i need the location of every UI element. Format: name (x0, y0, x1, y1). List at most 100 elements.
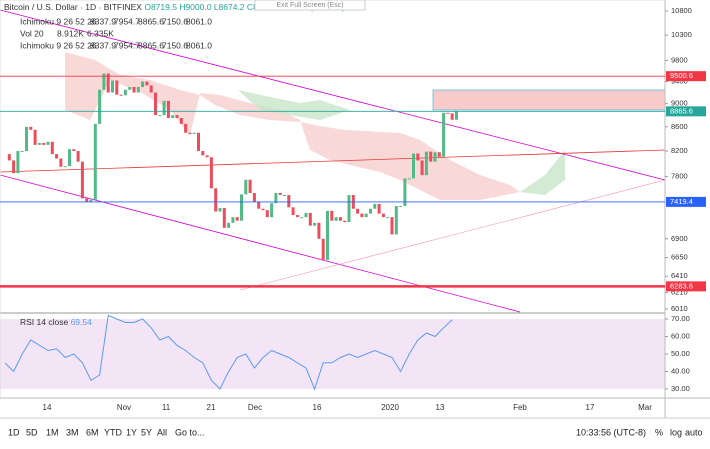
price-badge (666, 106, 706, 117)
option-button[interactable]: auto (685, 427, 703, 437)
candle (154, 92, 157, 116)
price-tick-label: 10300 (671, 30, 692, 39)
candle (304, 212, 308, 218)
indicator-value: 8061.0 (186, 40, 212, 50)
range-button[interactable]: YTD (104, 427, 123, 437)
option-button[interactable]: % (655, 427, 663, 437)
candle (265, 210, 269, 218)
candle (446, 112, 450, 114)
candle (321, 238, 325, 260)
price-badge-label: 6283.6 (670, 281, 693, 290)
tooltip (254, 0, 366, 11)
candle (369, 208, 372, 214)
candle (12, 160, 16, 174)
candle (240, 194, 243, 221)
indicator-value: 8337.9 (90, 40, 116, 50)
indicator-value: 8337.9 (90, 16, 116, 26)
candle (106, 73, 110, 93)
candle (227, 222, 231, 228)
candle (338, 217, 342, 221)
candle (166, 100, 170, 119)
candle (420, 160, 424, 176)
trendline (0, 174, 521, 313)
candle (278, 193, 282, 196)
candle (16, 151, 20, 174)
candle (128, 87, 132, 90)
candle (360, 213, 364, 218)
candle (123, 89, 127, 96)
candle (291, 207, 295, 216)
time-label: 14 (43, 403, 52, 412)
candle (162, 100, 166, 116)
candle (356, 208, 360, 214)
candle (347, 195, 351, 223)
candle (192, 132, 196, 134)
candle (399, 205, 403, 207)
candle (455, 111, 458, 120)
time-label: 13 (436, 403, 445, 412)
price-tick-label: 9000 (671, 99, 688, 108)
cloud-bullish (238, 90, 350, 120)
range-button[interactable]: 5Y (141, 427, 152, 437)
candle (93, 123, 97, 200)
candle (102, 73, 106, 90)
range-button[interactable]: 1Y (126, 427, 137, 437)
candle (248, 179, 252, 194)
candle (50, 141, 54, 155)
indicator-value: 8865.6 (138, 16, 164, 26)
candle (386, 217, 390, 219)
range-button[interactable]: 6M (86, 427, 99, 437)
indicator-value: 7150.6 (162, 16, 188, 26)
range-button[interactable]: 5D (26, 427, 38, 437)
range-button[interactable]: 1M (46, 427, 59, 437)
candle (218, 208, 222, 212)
candle (20, 151, 24, 153)
candle (330, 210, 334, 221)
time-label: Nov (117, 403, 131, 412)
candle (403, 178, 407, 206)
range-button[interactable]: All (157, 427, 167, 437)
candle (274, 193, 278, 204)
candle (308, 212, 312, 226)
legend: Ichimoku 9 26 52 268337.97954.78865.6715… (20, 16, 212, 50)
candle (377, 203, 381, 214)
candle (373, 203, 377, 209)
time-label: Mar (638, 403, 652, 412)
candle (7, 154, 11, 161)
range-button[interactable]: 3M (66, 427, 79, 437)
price-tick-label: 7800 (671, 171, 688, 180)
rsi-line (4, 314, 453, 391)
indicator-value: 6.335K (87, 28, 114, 38)
candle (98, 89, 102, 124)
candle (55, 154, 59, 159)
candle (313, 222, 317, 226)
candle (111, 80, 114, 93)
rsi-tick-label: 50.00 (671, 349, 690, 358)
range-button[interactable]: 1D (8, 427, 20, 437)
price-tick-label: 6210 (671, 287, 688, 296)
cloud-bullish (520, 150, 565, 195)
trendline (239, 179, 666, 291)
rsi-tick-label: 40.00 (671, 366, 690, 375)
candle (209, 157, 213, 189)
candle (72, 149, 76, 152)
candle (68, 149, 71, 167)
option-button[interactable]: log (670, 427, 682, 437)
candle (188, 132, 192, 134)
toolbar: 1D 5D 1M 3M 6M YTD 1Y 5Y All Go to... 10:33:56 (UT… (8, 427, 703, 437)
candle (450, 113, 454, 120)
candle (80, 161, 84, 199)
candle (270, 203, 274, 218)
candle (37, 143, 41, 145)
candle (442, 112, 446, 157)
indicator-name: Ichimoku 9 26 52 26 (20, 40, 97, 50)
rsi-tick-label: 60.00 (671, 331, 690, 340)
indicator-value: 7150.6 (162, 40, 188, 50)
candle (244, 179, 248, 195)
trendline (0, 9, 666, 181)
price-tick-label: 10800 (671, 6, 692, 15)
candle (416, 153, 420, 161)
goto-button[interactable]: Go to... (175, 427, 205, 437)
indicator-value: 7954.7 (114, 16, 140, 26)
